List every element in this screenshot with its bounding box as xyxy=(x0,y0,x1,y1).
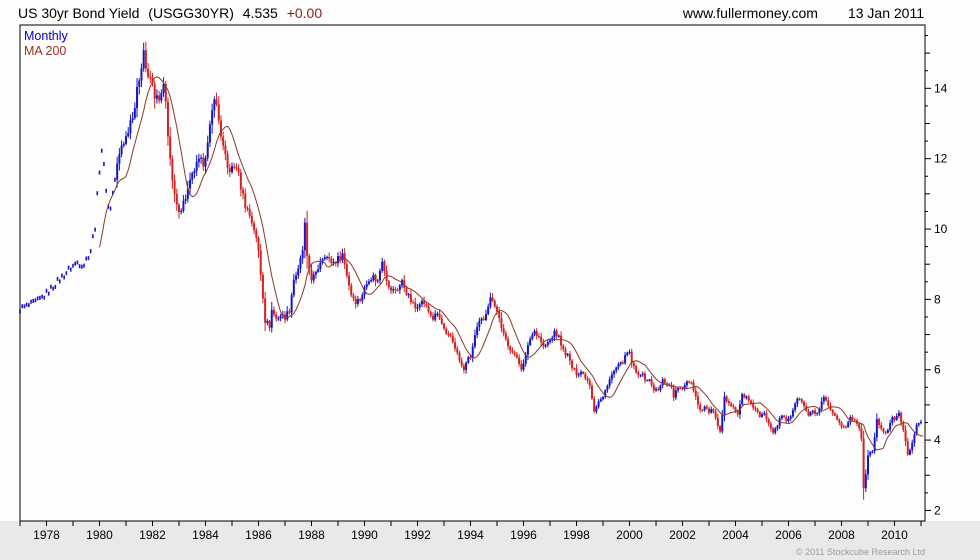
copyright-label: © 2011 Stockcube Research Ltd xyxy=(795,547,925,557)
legend-monthly: Monthly xyxy=(24,29,68,43)
instrument-ticker: (USGG30YR) xyxy=(148,5,234,21)
svg-text:4: 4 xyxy=(934,433,941,447)
svg-text:12: 12 xyxy=(934,152,948,166)
svg-text:14: 14 xyxy=(934,81,948,95)
svg-text:8: 8 xyxy=(934,292,941,306)
website-label: www.fullermoney.com xyxy=(682,5,818,21)
svg-text:2000: 2000 xyxy=(616,528,643,542)
svg-text:1982: 1982 xyxy=(139,528,166,542)
svg-text:1990: 1990 xyxy=(351,528,378,542)
svg-text:6: 6 xyxy=(934,363,941,377)
date-label: 13 Jan 2011 xyxy=(847,5,924,21)
svg-text:2: 2 xyxy=(934,503,941,517)
last-price: 4.535 xyxy=(242,5,278,21)
svg-text:1984: 1984 xyxy=(192,528,219,542)
svg-text:10: 10 xyxy=(934,222,948,236)
chart-header: US 30yr Bond Yield (USGG30YR) 4.535 +0.0… xyxy=(18,5,924,21)
svg-text:1986: 1986 xyxy=(245,528,272,542)
svg-text:2004: 2004 xyxy=(722,528,749,542)
svg-text:1978: 1978 xyxy=(33,528,60,542)
svg-text:2010: 2010 xyxy=(881,528,908,542)
chart-legend: Monthly MA 200 xyxy=(24,29,68,59)
chart-title: US 30yr Bond Yield (USGG30YR) 4.535 +0.0… xyxy=(18,5,327,21)
svg-text:1998: 1998 xyxy=(563,528,590,542)
x-axis-band xyxy=(0,521,980,560)
svg-text:1994: 1994 xyxy=(457,528,484,542)
svg-text:1996: 1996 xyxy=(510,528,537,542)
instrument-name: US 30yr Bond Yield xyxy=(18,5,140,21)
svg-text:1988: 1988 xyxy=(298,528,325,542)
price-change: +0.00 xyxy=(286,5,323,21)
svg-text:1980: 1980 xyxy=(86,528,113,542)
header-right: www.fullermoney.com 13 Jan 2011 xyxy=(683,5,924,21)
svg-text:2006: 2006 xyxy=(775,528,802,542)
svg-text:1992: 1992 xyxy=(404,528,431,542)
svg-text:2002: 2002 xyxy=(669,528,696,542)
legend-ma200: MA 200 xyxy=(24,44,67,58)
svg-text:2008: 2008 xyxy=(828,528,855,542)
